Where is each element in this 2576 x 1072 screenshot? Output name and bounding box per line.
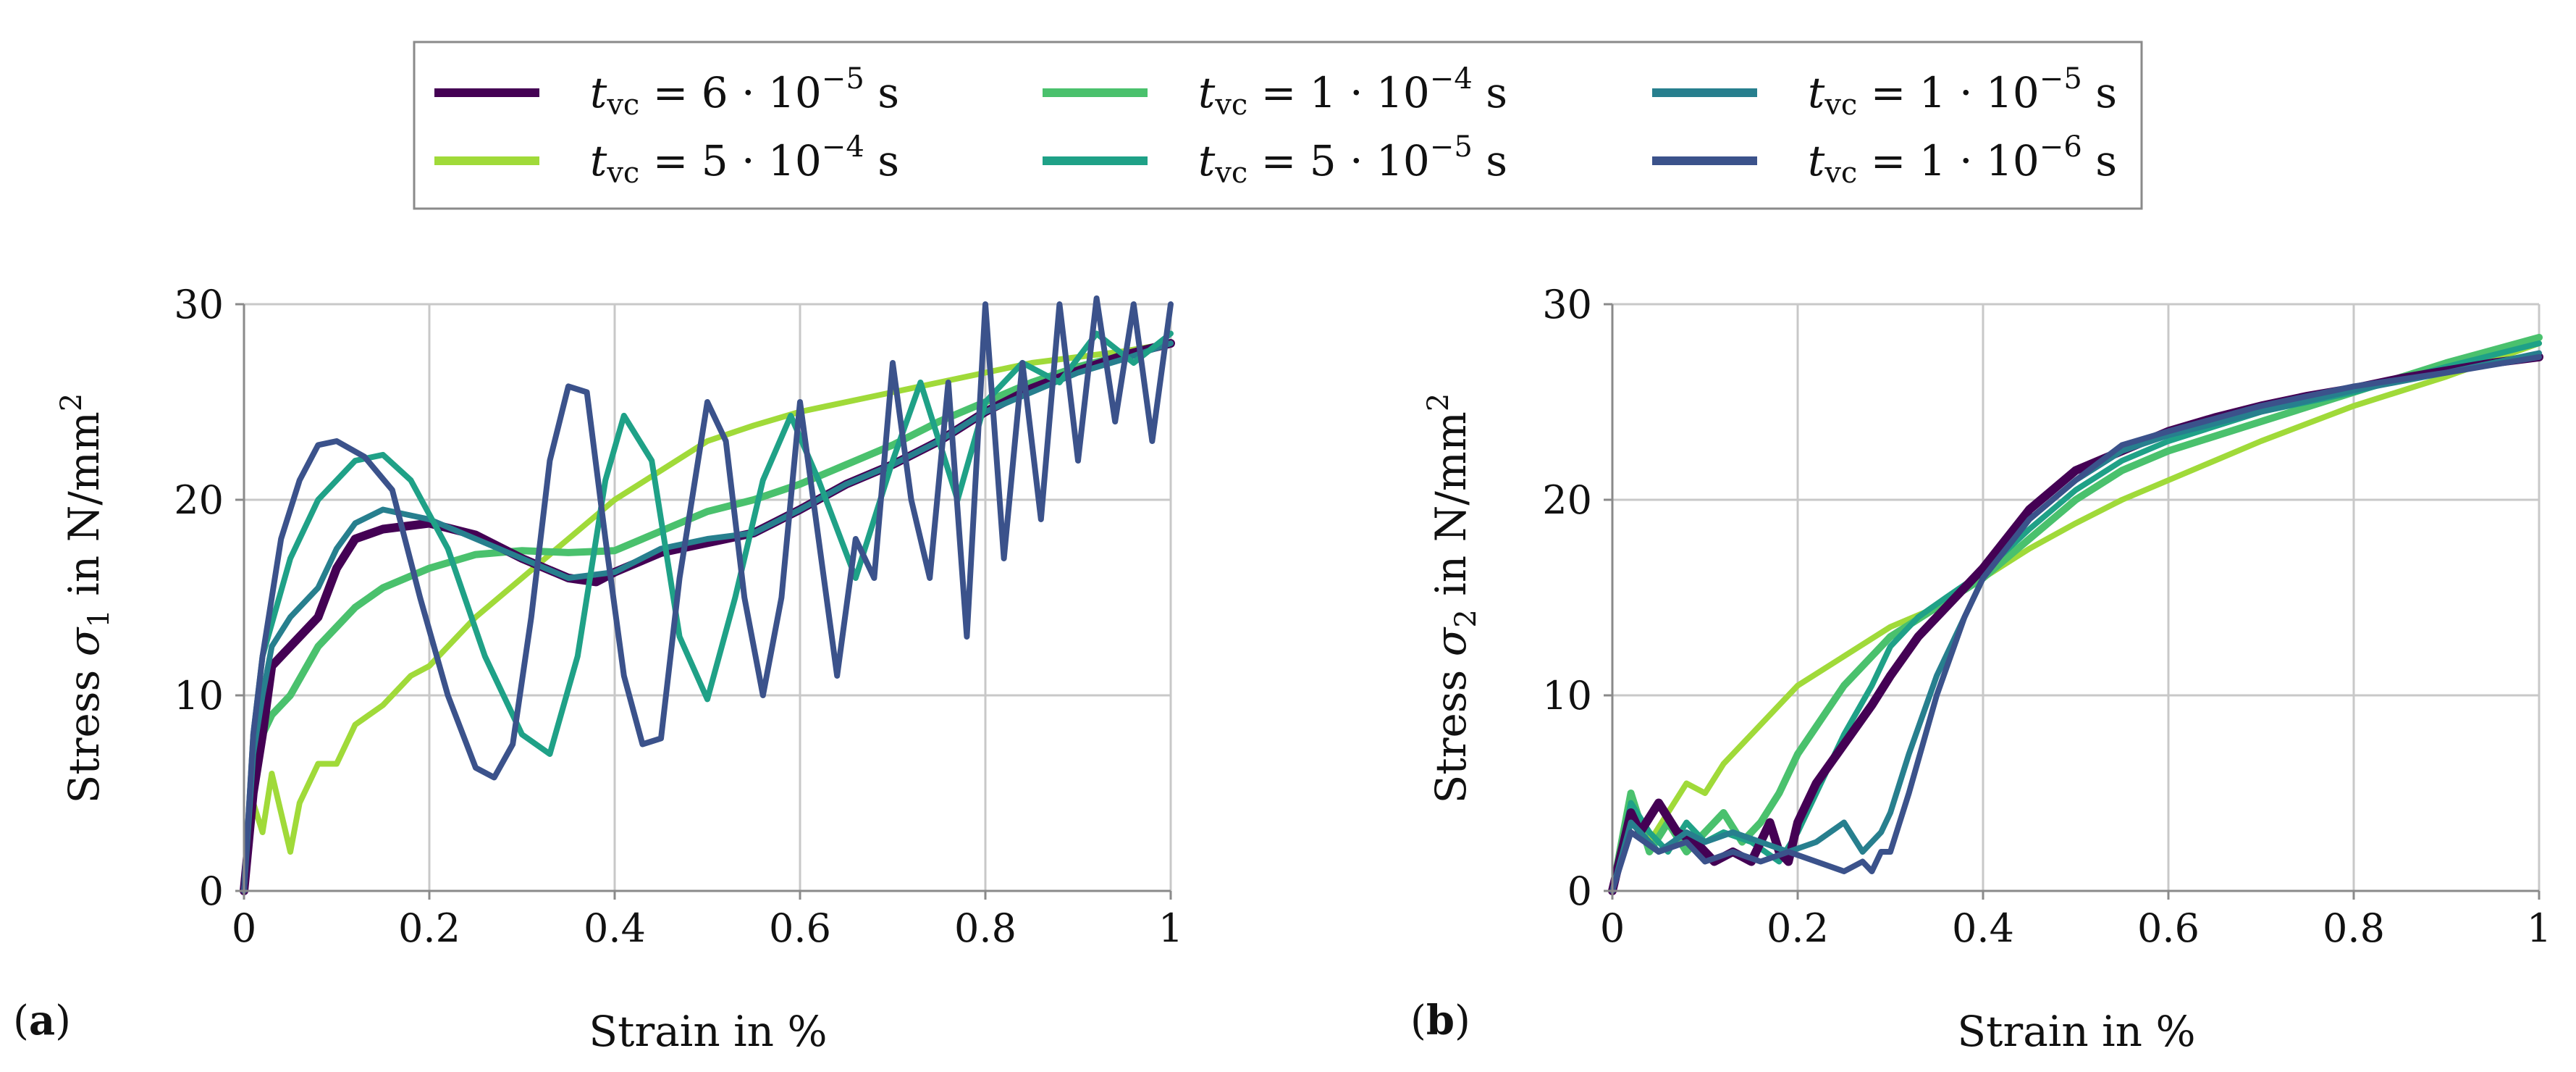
x-tick-label: 1 [1158,905,1183,951]
panel-a-xlabel: Strain in % [589,1007,827,1056]
panel-a-ylabel: Stress σ1 in N/mm2 [55,393,116,804]
legend-label: tvc = 1 · 10−6 s [1808,130,2117,190]
legend-label: tvc = 5 · 10−4 s [590,130,899,190]
x-tick-label: 0.8 [2323,905,2385,951]
legend-label: tvc = 1 · 10−5 s [1808,62,2117,122]
x-tick-label: 0.4 [1952,905,2014,951]
x-tick-label: 0.8 [954,905,1016,951]
x-tick-label: 0 [1600,905,1625,951]
series-line-f [1609,353,2542,894]
legend-label: tvc = 6 · 10−5 s [590,62,899,122]
legend-entry: tvc = 1 · 10−5 s [1652,62,2117,122]
y-tick-label: 30 [174,282,224,327]
x-tick-label: 0.6 [2137,905,2200,951]
x-tick-label: 1 [2527,905,2551,951]
y-tick-label: 10 [1542,673,1592,719]
x-tick-label: 0.6 [769,905,831,951]
x-tick-label: 0 [232,905,256,951]
panel-b-tag: (b) [1410,997,1470,1044]
panel-b-ylabel: Stress σ2 in N/mm2 [1422,393,1483,804]
legend-entry: tvc = 6 · 10−5 s [434,62,899,122]
y-tick-label: 0 [199,868,224,914]
panel-a-tag: (a) [13,997,71,1044]
x-tick-label: 0.4 [584,905,646,951]
legend-entry: tvc = 5 · 10−4 s [434,130,899,190]
legend-label: tvc = 1 · 10−4 s [1198,62,1507,122]
legend: tvc = 6 · 10−5 s tvc = 5 · 10−4 s tvc = 1 … [413,41,2143,210]
legend-label: tvc = 5 · 10−5 s [1198,130,1507,190]
x-tick-label: 0.2 [1767,905,1829,951]
legend-frame [413,41,2143,210]
legend-entry: tvc = 1 · 10−6 s [1652,130,2117,190]
series-line-e [1609,350,2542,894]
series-line-b [1609,340,2542,894]
series-line-d [1609,340,2542,894]
y-tick-label: 10 [174,673,224,719]
legend-entry: tvc = 1 · 10−4 s [1043,62,1507,122]
series-line-a [1608,352,2543,895]
series-line-c [1609,333,2543,895]
series-line-f [241,295,1174,894]
y-tick-label: 20 [174,477,224,523]
y-tick-label: 30 [1542,282,1592,327]
y-tick-label: 0 [1567,868,1592,914]
series-line-b [241,340,1174,894]
panel-b-xlabel: Strain in % [1957,1007,2195,1056]
x-tick-label: 0.2 [398,905,460,951]
y-tick-label: 20 [1542,477,1592,523]
legend-entry: tvc = 5 · 10−5 s [1043,130,1507,190]
